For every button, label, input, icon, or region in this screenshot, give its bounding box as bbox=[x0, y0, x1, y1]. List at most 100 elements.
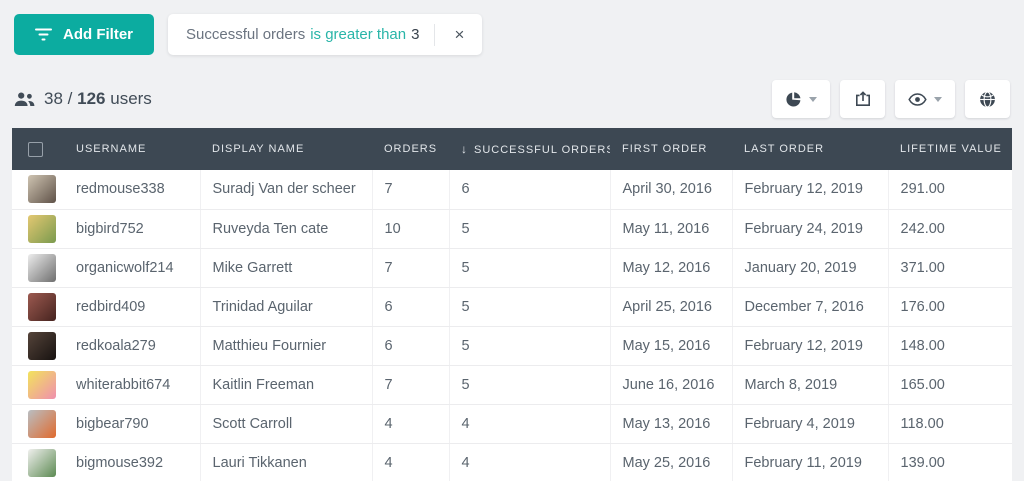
last-order-cell: February 12, 2019 bbox=[732, 170, 889, 210]
avatar-cell bbox=[12, 443, 64, 481]
avatar-cell bbox=[12, 209, 64, 249]
column-header-last-order[interactable]: LAST ORDER bbox=[732, 128, 888, 170]
username-cell[interactable]: whiterabbit674 bbox=[64, 365, 201, 405]
chevron-down-icon bbox=[809, 96, 817, 102]
select-all-checkbox[interactable] bbox=[28, 141, 43, 157]
username-cell[interactable]: redmouse338 bbox=[64, 170, 201, 210]
avatar bbox=[28, 175, 56, 204]
display-name-cell: Suradj Van der scheer bbox=[200, 170, 373, 210]
table-row[interactable]: whiterabbit674 Kaitlin Freeman 7 5 June … bbox=[12, 365, 1012, 405]
column-header-lifetime-value[interactable]: LIFETIME VALUE bbox=[888, 128, 1012, 170]
avatar bbox=[28, 409, 56, 438]
table-row[interactable]: organicwolf214 Mike Garrett 7 5 May 12, … bbox=[12, 248, 1012, 288]
table-row[interactable]: redbird409 Trinidad Aguilar 6 5 April 25… bbox=[12, 287, 1012, 327]
successful-orders-cell: 4 bbox=[449, 404, 611, 444]
orders-cell: 7 bbox=[372, 365, 450, 405]
add-filter-label: Add Filter bbox=[63, 26, 133, 43]
add-filter-button[interactable]: Add Filter bbox=[14, 14, 154, 55]
display-name-cell: Scott Carroll bbox=[200, 404, 373, 444]
column-header-orders[interactable]: ORDERS bbox=[372, 128, 449, 170]
orders-cell: 7 bbox=[372, 170, 450, 210]
globe-icon bbox=[979, 91, 996, 108]
column-header-successful-orders[interactable]: ↓ SUCCESSFUL ORDERS bbox=[449, 128, 610, 170]
geolocation-button[interactable] bbox=[965, 80, 1010, 118]
avatar-cell bbox=[12, 248, 64, 288]
successful-orders-cell: 5 bbox=[449, 287, 611, 327]
orders-cell: 6 bbox=[372, 326, 450, 366]
successful-orders-cell: 5 bbox=[449, 365, 611, 405]
username-cell[interactable]: organicwolf214 bbox=[64, 248, 201, 288]
table-row[interactable]: bigbear790 Scott Carroll 4 4 May 13, 201… bbox=[12, 404, 1012, 444]
display-name-cell: Trinidad Aguilar bbox=[200, 287, 373, 327]
remove-filter-button[interactable]: × bbox=[446, 22, 472, 47]
eye-icon bbox=[908, 92, 927, 106]
avatar bbox=[28, 331, 56, 360]
chart-button[interactable] bbox=[772, 80, 830, 118]
avatar-cell bbox=[12, 326, 64, 366]
successful-orders-cell: 6 bbox=[449, 170, 611, 210]
username-cell[interactable]: redkoala279 bbox=[64, 326, 201, 366]
first-order-cell: April 25, 2016 bbox=[610, 287, 733, 327]
last-order-cell: December 7, 2016 bbox=[732, 287, 889, 327]
column-header-username[interactable]: USERNAME bbox=[64, 128, 200, 170]
last-order-cell: February 24, 2019 bbox=[732, 209, 889, 249]
last-order-cell: February 4, 2019 bbox=[732, 404, 889, 444]
display-name-cell: Lauri Tikkanen bbox=[200, 443, 373, 481]
filter-bar: Add Filter Successful orders is greater … bbox=[0, 0, 1024, 55]
display-name-cell: Mike Garrett bbox=[200, 248, 373, 288]
successful-orders-cell: 5 bbox=[449, 248, 611, 288]
username-cell[interactable]: bigmouse392 bbox=[64, 443, 201, 481]
export-button[interactable] bbox=[840, 80, 885, 118]
avatar bbox=[28, 448, 56, 477]
username-cell[interactable]: bigbird752 bbox=[64, 209, 201, 249]
lifetime-value-cell: 148.00 bbox=[888, 326, 1012, 366]
visibility-button[interactable] bbox=[895, 80, 955, 118]
filter-operator[interactable]: is greater than bbox=[310, 26, 407, 43]
two-people-icon bbox=[14, 92, 35, 107]
column-header-display-name[interactable]: DISPLAY NAME bbox=[200, 128, 372, 170]
first-order-cell: May 13, 2016 bbox=[610, 404, 733, 444]
users-count: 38 / 126 users bbox=[14, 89, 152, 109]
first-order-cell: May 25, 2016 bbox=[610, 443, 733, 481]
table-row[interactable]: bigbird752 Ruveyda Ten cate 10 5 May 11,… bbox=[12, 209, 1012, 249]
avatar bbox=[28, 370, 56, 399]
successful-orders-cell: 5 bbox=[449, 209, 611, 249]
table-row[interactable]: redkoala279 Matthieu Fournier 6 5 May 15… bbox=[12, 326, 1012, 366]
last-order-cell: March 8, 2019 bbox=[732, 365, 889, 405]
orders-cell: 4 bbox=[372, 404, 450, 444]
filter-value[interactable]: 3 bbox=[411, 26, 420, 43]
users-label: users bbox=[110, 89, 152, 108]
username-cell[interactable]: redbird409 bbox=[64, 287, 201, 327]
avatar bbox=[28, 214, 56, 243]
pie-chart-icon bbox=[785, 91, 802, 108]
avatar bbox=[28, 292, 56, 321]
orders-cell: 10 bbox=[372, 209, 450, 249]
first-order-cell: May 12, 2016 bbox=[610, 248, 733, 288]
filter-field: Successful orders bbox=[186, 26, 306, 43]
display-name-cell: Ruveyda Ten cate bbox=[200, 209, 373, 249]
count-bar: 38 / 126 users bbox=[0, 80, 1024, 118]
avatar-cell bbox=[12, 287, 64, 327]
filter-chip[interactable]: Successful orders is greater than 3 × bbox=[168, 14, 483, 55]
export-icon bbox=[855, 91, 871, 107]
lifetime-value-cell: 371.00 bbox=[888, 248, 1012, 288]
toolbar-buttons bbox=[772, 80, 1010, 118]
last-order-cell: February 11, 2019 bbox=[732, 443, 889, 481]
table-row[interactable]: bigmouse392 Lauri Tikkanen 4 4 May 25, 2… bbox=[12, 443, 1012, 481]
sort-descending-icon: ↓ bbox=[461, 142, 468, 156]
total-count: 126 bbox=[77, 89, 106, 108]
table-row[interactable]: redmouse338 Suradj Van der scheer 7 6 Ap… bbox=[12, 170, 1012, 210]
lifetime-value-cell: 139.00 bbox=[888, 443, 1012, 481]
first-order-cell: April 30, 2016 bbox=[610, 170, 733, 210]
avatar-cell bbox=[12, 170, 64, 210]
column-header-first-order[interactable]: FIRST ORDER bbox=[610, 128, 732, 170]
last-order-cell: January 20, 2019 bbox=[732, 248, 889, 288]
avatar-cell bbox=[12, 404, 64, 444]
lifetime-value-cell: 118.00 bbox=[888, 404, 1012, 444]
display-name-cell: Kaitlin Freeman bbox=[200, 365, 373, 405]
successful-orders-cell: 4 bbox=[449, 443, 611, 481]
username-cell[interactable]: bigbear790 bbox=[64, 404, 201, 444]
successful-orders-cell: 5 bbox=[449, 326, 611, 366]
avatar bbox=[28, 253, 56, 282]
lifetime-value-cell: 176.00 bbox=[888, 287, 1012, 327]
